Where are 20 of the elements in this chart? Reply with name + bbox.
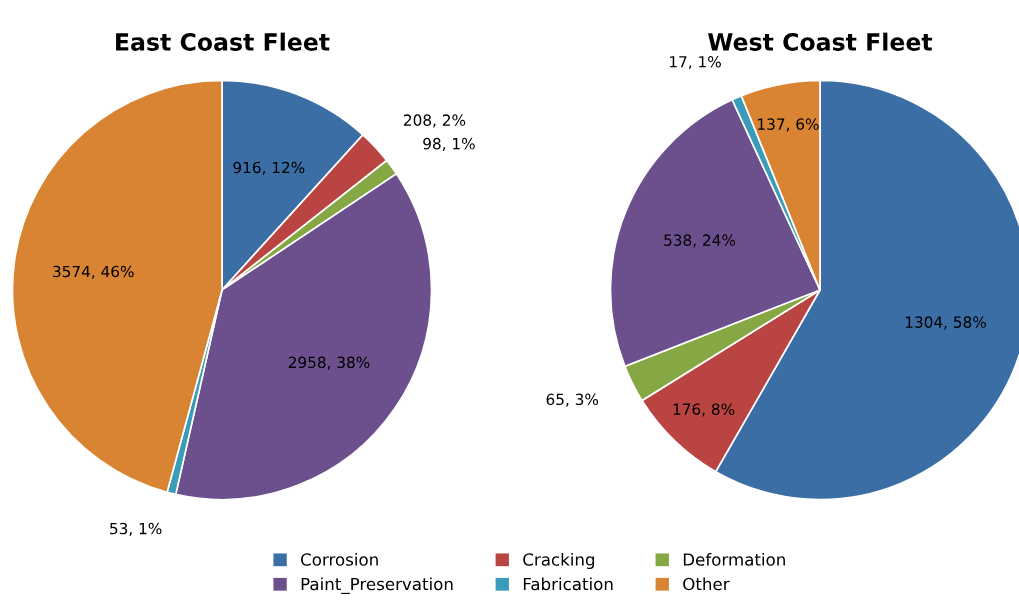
data-label: 98, 1% <box>423 137 475 151</box>
legend-label: Paint_Preservation <box>301 577 453 594</box>
data-label: 3574, 46% <box>53 265 134 279</box>
data-label: 916, 12% <box>233 161 305 175</box>
data-label: 17, 1% <box>670 56 721 70</box>
legend-label: Deformation <box>683 552 785 566</box>
data-label: 208, 2% <box>404 114 466 128</box>
data-label: 53, 1% <box>110 522 162 536</box>
data-label: 538, 24% <box>664 234 736 248</box>
chart-title: East Coast Fleet <box>116 32 330 51</box>
data-label: 2958, 38% <box>288 356 370 370</box>
data-label: 65, 3% <box>546 393 599 407</box>
data-label: 1304, 58% <box>905 316 986 330</box>
legend-label: Cracking <box>523 552 595 570</box>
chart-title: West Coast Fleet <box>708 32 933 51</box>
data-label: 137, 6% <box>758 118 819 132</box>
data-label: 176, 8% <box>673 403 735 417</box>
legend-label: Corrosion <box>301 552 378 566</box>
legend-label: Fabrication <box>523 577 613 591</box>
legend-label: Other <box>683 577 730 591</box>
